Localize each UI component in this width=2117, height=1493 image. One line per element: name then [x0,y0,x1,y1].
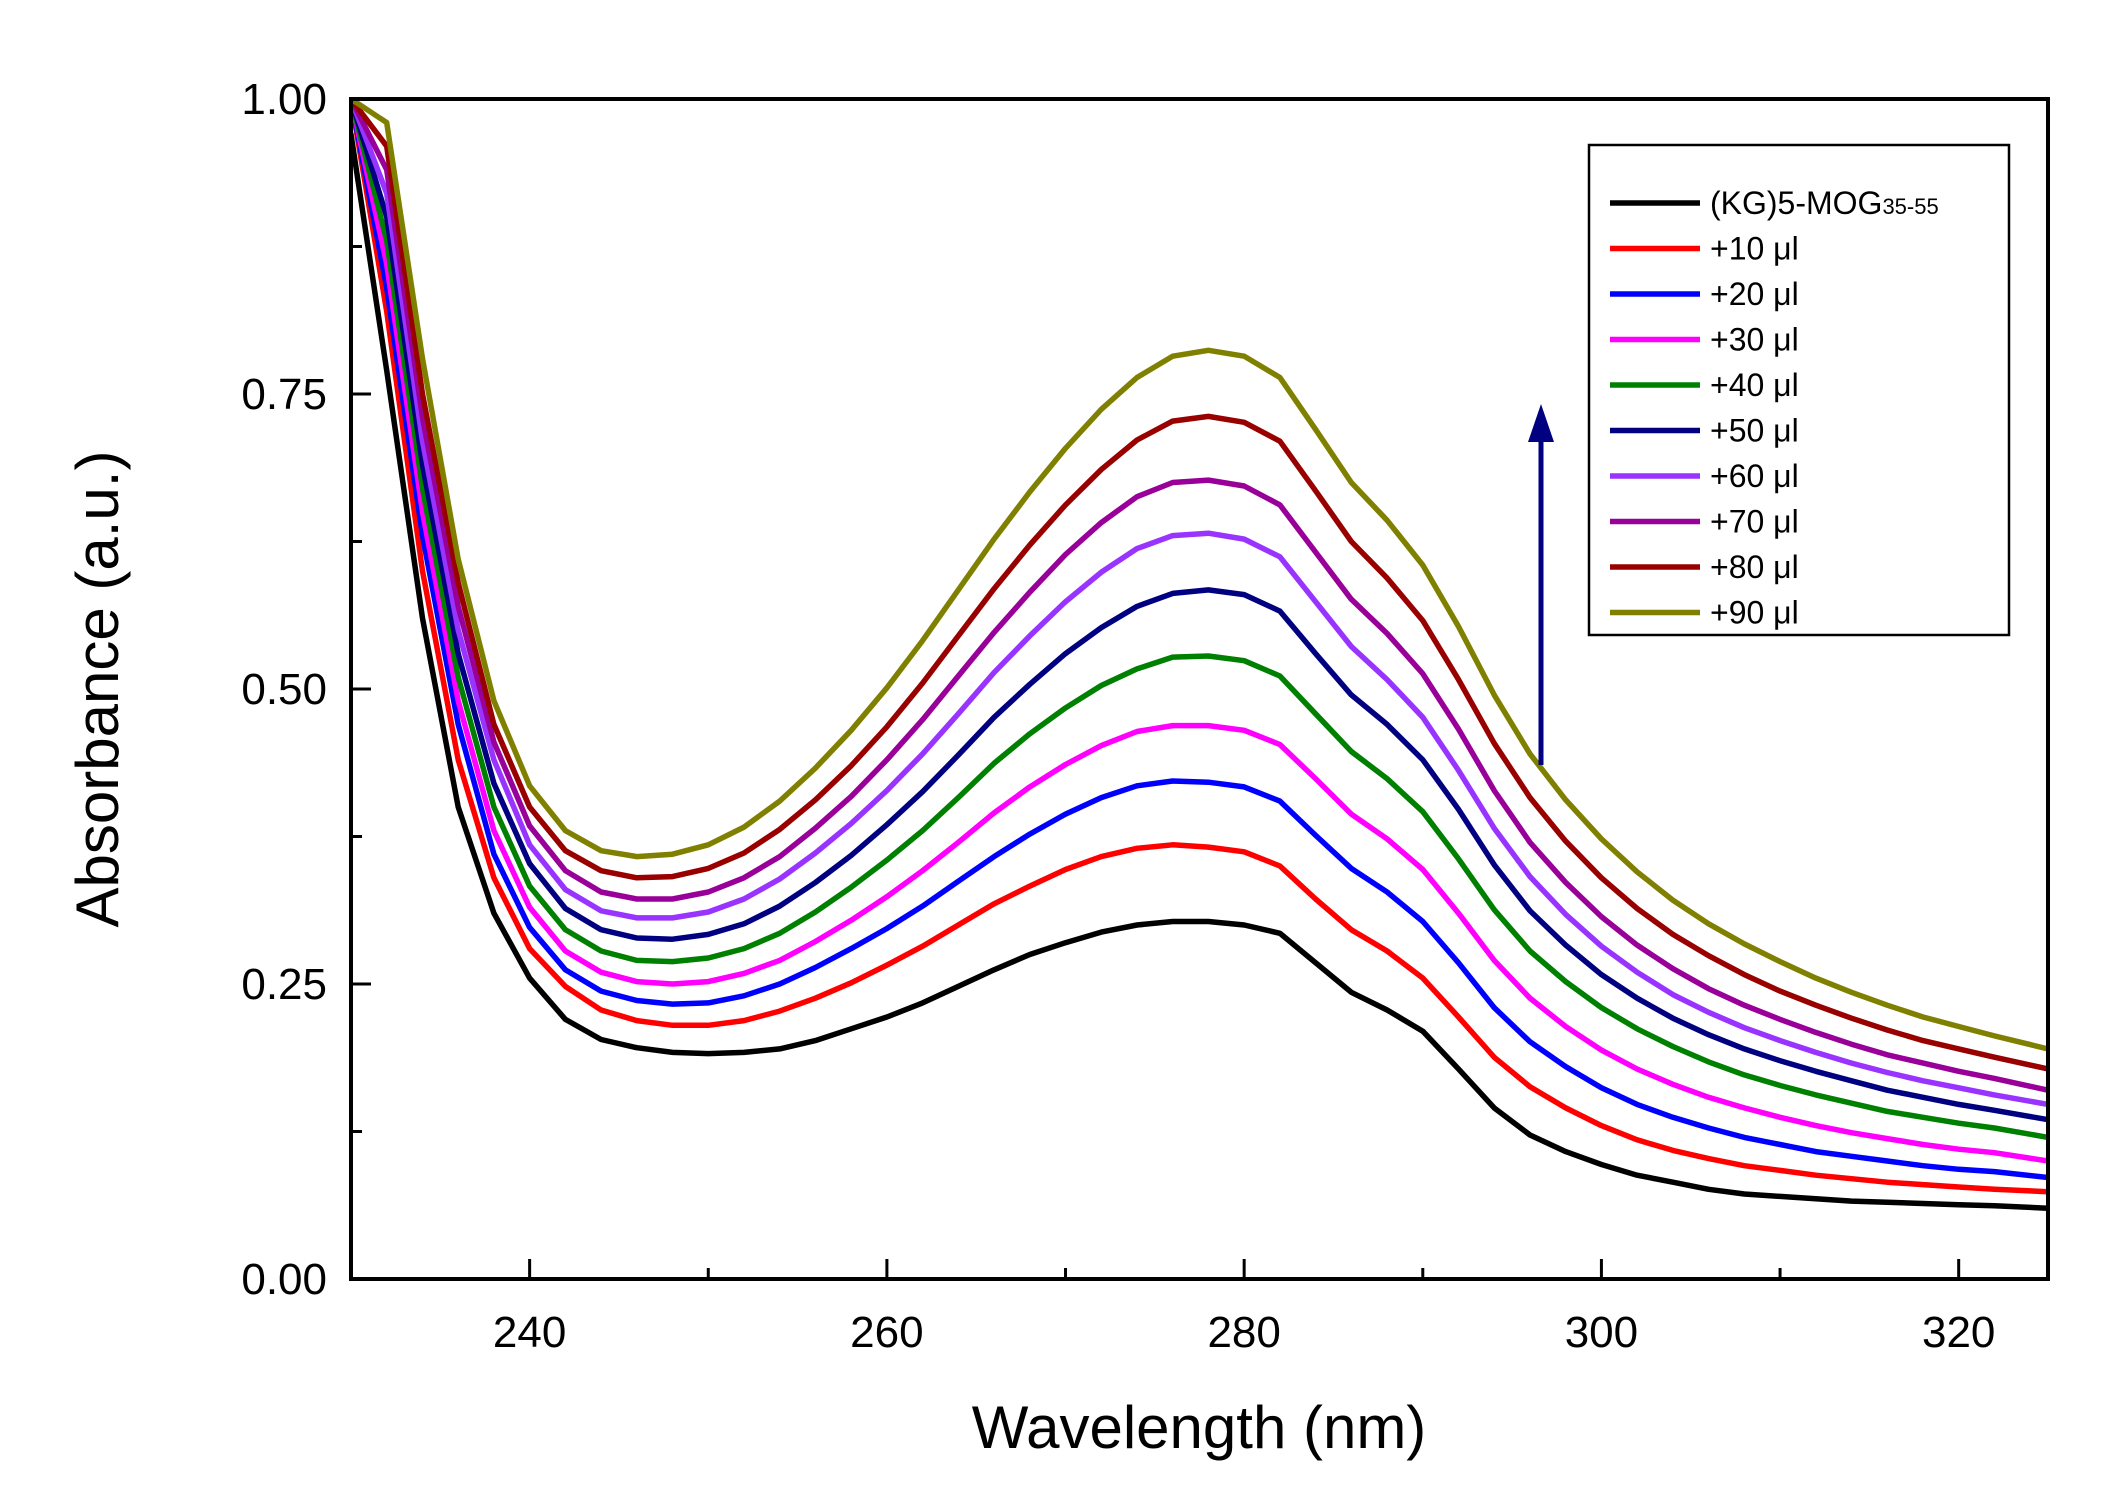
legend-label-7: +70 μl [1710,504,1799,540]
y-tick-label: 0.50 [241,665,327,714]
legend-box [1587,143,2011,637]
series-line-2 [351,99,2048,1181]
legend-label-2: +20 μl [1710,276,1799,312]
series-line-5 [351,99,2048,1123]
x-axis-title: Wavelength (nm) [972,1394,1427,1461]
series-line-6 [351,99,2048,1108]
y-axis-title: Absorbance (a.u.) [64,451,131,928]
increase-arrow [1528,404,1554,765]
x-tick-label: 260 [850,1308,923,1357]
series-line-3 [351,99,2048,1164]
legend-label-3: +30 μl [1710,322,1799,358]
legend-items: (KG)5-MOG35-55+10 μl+20 μl+30 μl+40 μl+5… [1610,185,1939,631]
legend-label-5: +50 μl [1710,413,1799,449]
y-tick-label: 0.00 [241,1255,327,1304]
y-tick-label: 0.75 [241,370,327,419]
legend-label-subscript: 35-55 [1882,194,1938,219]
increase-arrow-head [1528,404,1554,442]
series-line-0 [351,131,2048,1211]
series-line-7 [351,99,2048,1093]
legend-label-8: +80 μl [1710,549,1799,585]
legend-label-4: +40 μl [1710,367,1799,403]
series-line-8 [351,99,2048,1072]
legend: (KG)5-MOG35-55+10 μl+20 μl+30 μl+40 μl+5… [1587,143,2011,637]
ticks-layer: 240 260 280 300 320 0.00 0.25 0.50 0.75 1.00 [241,75,1995,1357]
legend-label-1: +10 μl [1710,231,1799,267]
x-tick-label: 320 [1922,1308,1995,1357]
y-tick-label: 0.25 [241,960,327,1009]
legend-label-9: +90 μl [1710,595,1799,631]
legend-label-6: +60 μl [1710,458,1799,494]
x-tick-label: 300 [1565,1308,1638,1357]
y-tick-label: 1.00 [241,75,327,124]
x-tick-label: 240 [493,1308,566,1357]
series-line-1 [351,99,2048,1195]
series-layer [351,99,2048,1211]
series-line-9 [351,99,2048,1052]
x-tick-label: 280 [1207,1308,1280,1357]
series-line-4 [351,99,2048,1141]
